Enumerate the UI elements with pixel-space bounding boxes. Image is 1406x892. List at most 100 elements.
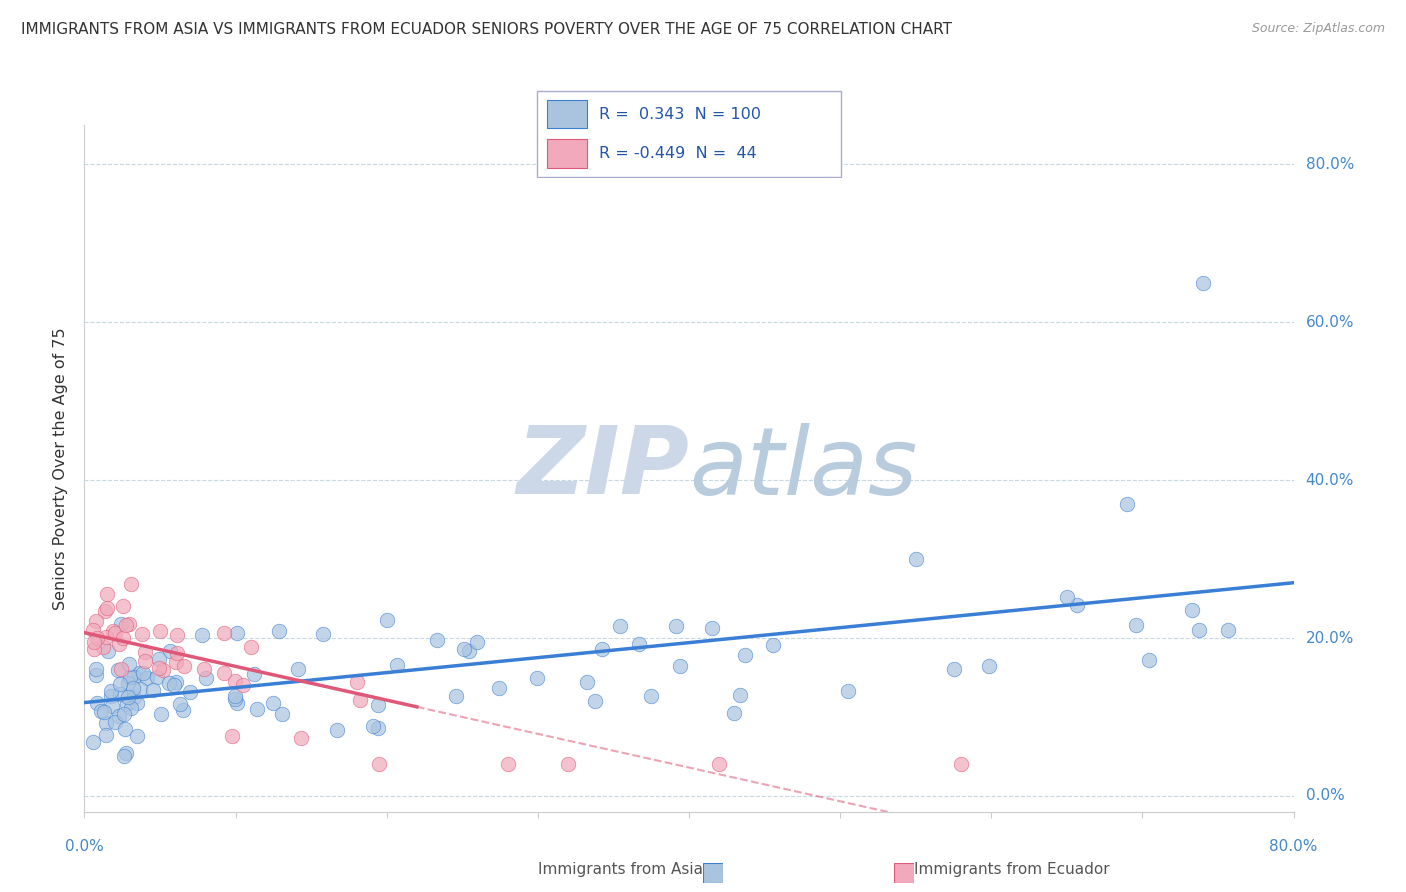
Point [346,674,368,689]
Point [1116,497,1139,511]
Point [114,746,136,760]
Point [162,678,184,692]
Text: 60.0%: 60.0% [1306,315,1354,330]
FancyBboxPatch shape [537,91,841,177]
Point [90,704,112,718]
Point [104,714,127,729]
Point [496,757,519,772]
Text: 20.0%: 20.0% [1306,631,1354,646]
Point [108,708,131,723]
Point [609,618,631,632]
Point [86,631,108,645]
FancyBboxPatch shape [547,100,586,128]
Point [262,697,284,711]
Text: Immigrants from Asia: Immigrants from Asia [538,863,703,877]
Point [326,723,349,737]
Point [120,701,142,715]
Text: 80.0%: 80.0% [1270,839,1317,855]
Point [96,600,118,615]
Point [557,757,579,772]
Point [142,683,165,698]
Point [83,642,105,657]
Point [112,707,135,722]
Point [108,637,131,651]
Point [149,706,172,721]
Point [165,655,187,669]
Point [221,729,243,743]
Text: 40.0%: 40.0% [1306,473,1354,488]
Point [583,694,606,708]
Point [125,696,148,710]
Point [728,689,751,703]
Point [94,728,117,742]
Point [977,659,1000,673]
Point [426,632,449,647]
Point [640,689,662,703]
Point [1181,603,1204,617]
Point [145,670,167,684]
Point [157,676,180,690]
Point [709,757,731,772]
Point [1191,276,1213,290]
Point [375,613,398,627]
Text: ZIP: ZIP [516,422,689,515]
Point [120,577,142,591]
Point [149,624,172,639]
Point [82,623,104,637]
Point [96,587,118,601]
Point [226,626,249,640]
Point [117,690,139,704]
Point [100,689,122,703]
Point [115,697,138,711]
Point [214,625,236,640]
Point [762,638,785,652]
Point [112,599,135,613]
Point [83,635,105,649]
Point [665,618,688,632]
Point [107,664,129,678]
Point [1056,590,1078,604]
Point [179,685,201,699]
Point [311,627,333,641]
Point [224,692,246,706]
Point [134,644,156,658]
Point [387,657,409,672]
Point [111,631,134,645]
Point [94,604,117,618]
Point [115,618,138,632]
Point [242,667,264,681]
Text: 0.0%: 0.0% [1306,789,1344,804]
Point [950,757,973,772]
Point [837,684,859,698]
Point [169,697,191,711]
Point [100,684,122,698]
Point [166,627,188,641]
Point [591,642,613,657]
Text: Source: ZipAtlas.com: Source: ZipAtlas.com [1251,22,1385,36]
Point [101,624,124,639]
Point [132,666,155,681]
Point [136,671,159,685]
Point [108,687,131,701]
Point [267,624,290,638]
Point [165,675,187,690]
Point [173,658,195,673]
Point [904,552,927,566]
Point [287,662,309,676]
Point [148,661,170,675]
Y-axis label: Seniors Poverty Over the Age of 75: Seniors Poverty Over the Age of 75 [53,327,69,609]
Point [195,671,218,685]
Point [576,675,599,690]
Point [465,634,488,648]
Point [121,681,143,696]
Point [152,663,174,677]
Point [232,678,254,692]
Point [131,627,153,641]
Point [290,731,312,746]
Point [93,706,115,720]
Point [224,674,246,689]
Point [212,665,235,680]
Point [361,719,384,733]
Point [110,662,132,676]
Point [148,652,170,666]
